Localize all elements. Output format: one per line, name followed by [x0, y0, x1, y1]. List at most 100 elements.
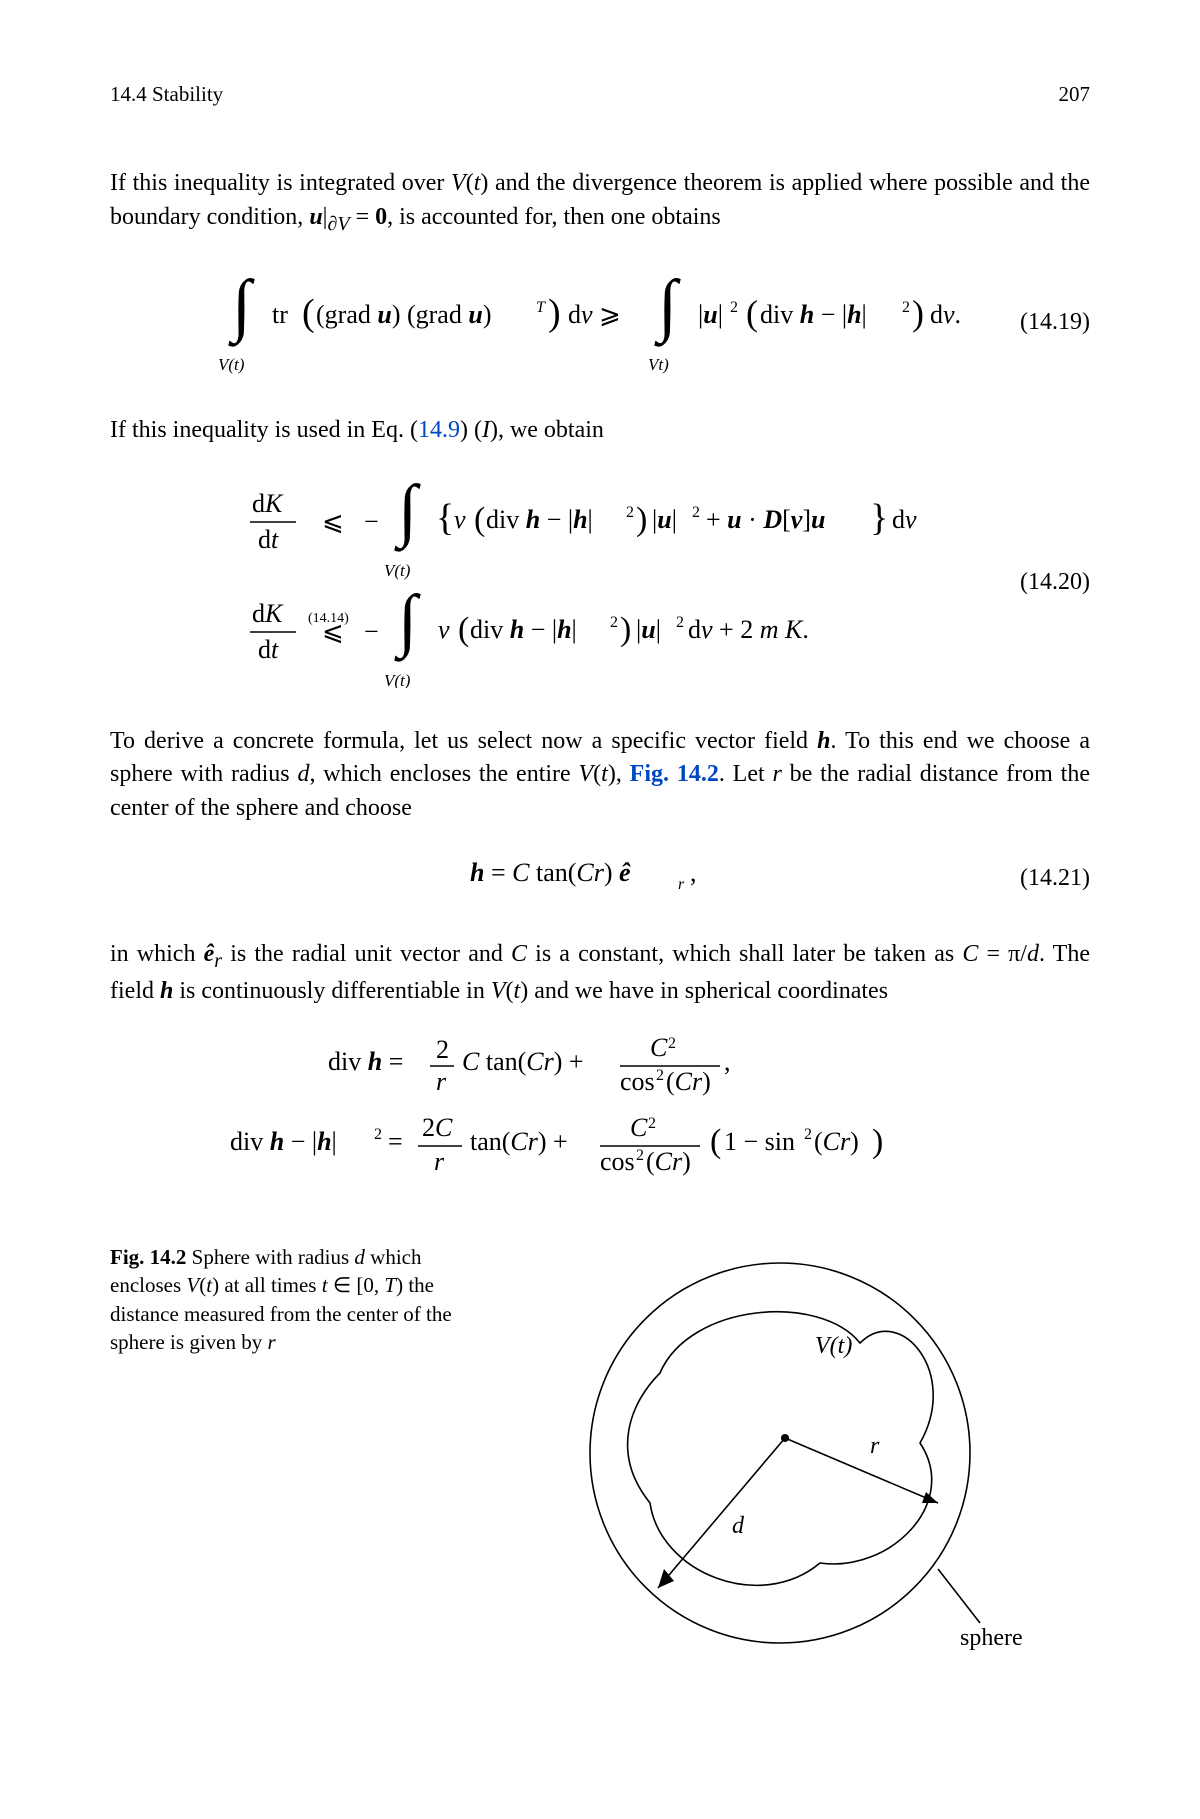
svg-text:1 − sin: 1 − sin — [724, 1127, 795, 1156]
svg-text:−: − — [364, 507, 379, 536]
svg-text:h = C tan(Cr) ê: h = C tan(Cr) ê — [470, 858, 631, 887]
eq21-svg: h = C tan(Cr) ê r , — [110, 845, 1090, 901]
svg-text:2: 2 — [648, 1115, 656, 1132]
svg-text:dt: dt — [258, 635, 279, 664]
equation-divh: div h = 2 r C tan(Cr) + C 2 cos 2 (Cr) ,… — [110, 1026, 1090, 1197]
svg-text:): ) — [636, 501, 647, 538]
svg-text:(: ( — [458, 611, 469, 648]
svg-text:tr: tr — [272, 300, 288, 329]
eq20-number: (14.20) — [1020, 566, 1090, 600]
fig-cap-a: Sphere with radius — [186, 1245, 354, 1269]
d-line — [658, 1438, 785, 1588]
svg-text:(: ( — [474, 501, 485, 538]
svg-text:2: 2 — [610, 614, 618, 631]
sphere-circle — [590, 1263, 970, 1643]
p2-text-c: ), we obtain — [490, 417, 604, 443]
svg-text:+ u · D[v]u: + u · D[v]u — [706, 505, 825, 534]
svg-text:(Cr): (Cr) — [646, 1147, 691, 1176]
svg-text:∫: ∫ — [654, 267, 681, 347]
svg-text:⩽: ⩽ — [322, 507, 344, 536]
p2-text-b: ) ( — [460, 417, 482, 443]
equation-14-20: dK dt ⩽ − ∫ V(t) { ν ( div h − |h| 2 ) |… — [110, 468, 1090, 699]
p4-text-f: and we have in spherical coordinates — [528, 978, 888, 1004]
svg-text:cos: cos — [600, 1147, 635, 1176]
svg-text:): ) — [912, 293, 924, 333]
svg-text:}: } — [870, 497, 888, 539]
d-label: d — [732, 1513, 745, 1539]
sphere-pointer — [938, 1569, 980, 1623]
section-label: 14.4 Stability — [110, 80, 223, 109]
svg-text:dK: dK — [252, 599, 284, 628]
equation-14-21: h = C tan(Cr) ê r , (14.21) — [110, 845, 1090, 912]
figure-14-2: Fig. 14.2 Sphere with radius d which enc… — [110, 1243, 1090, 1663]
svg-text:V(t): V(t) — [384, 671, 411, 688]
svg-text:C tan(Cr) +: C tan(Cr) + — [462, 1047, 584, 1076]
p3-text-e: . Let — [719, 761, 773, 787]
p3-text-c: , which encloses the entire — [309, 761, 578, 787]
svg-text:dK: dK — [252, 489, 284, 518]
paragraph-4: in which êr is the radial unit vector an… — [110, 938, 1090, 1008]
fig-ref-14-2[interactable]: Fig. 14.2 — [630, 761, 719, 787]
svg-text:2: 2 — [730, 299, 738, 316]
svg-text:|u|: |u| — [698, 300, 723, 329]
eq21-number: (14.21) — [1020, 862, 1090, 896]
svg-text:C: C — [650, 1033, 668, 1062]
svg-text:2: 2 — [668, 1035, 676, 1052]
figure-diagram: V(t) r d sphere — [490, 1243, 1090, 1663]
svg-text:ν: ν — [438, 615, 450, 644]
svg-text:2: 2 — [692, 504, 700, 521]
svg-text:div h − |h|: div h − |h| — [486, 505, 593, 534]
svg-text:2: 2 — [902, 299, 910, 316]
svg-text:2: 2 — [804, 1126, 812, 1143]
svg-text:=: = — [388, 1127, 403, 1156]
p4-text-a: in which — [110, 941, 204, 967]
svg-text:cos: cos — [620, 1067, 655, 1096]
svg-text:,: , — [690, 858, 697, 887]
svg-text:r: r — [434, 1147, 445, 1176]
page-header: 14.4 Stability 207 — [110, 80, 1090, 109]
svg-text:∫: ∫ — [228, 267, 255, 347]
svg-text:dv + 2 m K.: dv + 2 m K. — [688, 615, 809, 644]
svg-text:∫: ∫ — [394, 582, 421, 662]
p3-text-d: , — [616, 761, 630, 787]
p3-text-a: To derive a concrete formula, let us sel… — [110, 728, 817, 754]
svg-text:−: − — [364, 617, 379, 646]
svg-text:2: 2 — [676, 614, 684, 631]
svg-text:⩽: ⩽ — [322, 617, 344, 646]
svg-text:dv: dv — [892, 505, 917, 534]
svg-text:|u|: |u| — [652, 505, 677, 534]
vt-label: V(t) — [815, 1333, 852, 1359]
p1-text-c: , is accounted for, then one obtains — [387, 204, 721, 230]
svg-text:C: C — [630, 1113, 648, 1142]
fig-cap-c: at all times — [219, 1273, 322, 1297]
svg-text:|u|: |u| — [636, 615, 661, 644]
svg-text:2: 2 — [656, 1067, 664, 1084]
svg-text:2: 2 — [374, 1126, 382, 1143]
svg-text:(grad u) (grad u): (grad u) (grad u) — [316, 300, 491, 329]
svg-text:(: ( — [302, 292, 315, 334]
svg-text:tan(Cr) +: tan(Cr) + — [470, 1127, 568, 1156]
svg-text:): ) — [872, 1123, 883, 1160]
eq-ref-14-9[interactable]: 14.9 — [418, 417, 460, 443]
paragraph-1: If this inequality is integrated over V(… — [110, 167, 1090, 237]
svg-text:div h =: div h = — [328, 1047, 403, 1076]
eq20-svg: dK dt ⩽ − ∫ V(t) { ν ( div h − |h| 2 ) |… — [110, 468, 1090, 688]
svg-text:dv ⩾: dv ⩾ — [568, 300, 621, 329]
svg-text:2: 2 — [626, 504, 634, 521]
svg-text:(Cr): (Cr) — [814, 1127, 859, 1156]
svg-text:div h − |h|: div h − |h| — [470, 615, 577, 644]
p2-text-a: If this inequality is used in Eq. ( — [110, 417, 418, 443]
r-label: r — [870, 1433, 880, 1459]
figure-caption: Fig. 14.2 Sphere with radius d which enc… — [110, 1243, 490, 1356]
svg-text:r: r — [436, 1067, 447, 1096]
svg-text:(Cr): (Cr) — [666, 1067, 711, 1096]
svg-text:(: ( — [710, 1123, 721, 1160]
svg-text:2: 2 — [436, 1035, 449, 1064]
svg-text:T: T — [536, 299, 546, 316]
svg-text:): ) — [548, 292, 561, 334]
svg-text:2: 2 — [636, 1147, 644, 1164]
r-line — [785, 1438, 938, 1503]
page-number: 207 — [1059, 80, 1091, 109]
svg-text:r: r — [678, 876, 685, 893]
paragraph-3: To derive a concrete formula, let us sel… — [110, 725, 1090, 826]
